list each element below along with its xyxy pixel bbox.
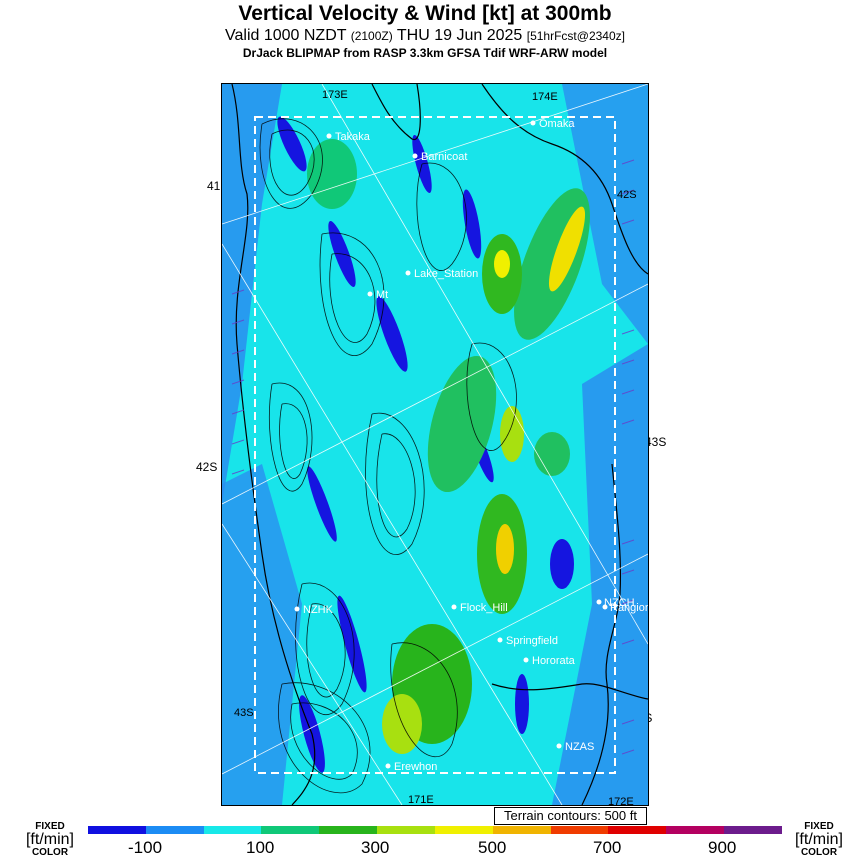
valid-date: THU 19 Jun 2025 bbox=[396, 27, 523, 44]
color-swatch bbox=[319, 826, 378, 834]
scale-tick-label: 900 bbox=[708, 838, 737, 857]
model-description: DrJack BLIPMAP from RASP 3.3km GFSA Tdif… bbox=[242, 46, 608, 60]
place-hororata: Hororata bbox=[532, 655, 576, 667]
color-scale-bar bbox=[88, 826, 782, 834]
unit-label-right: FIXED [ft/min] COLOR bbox=[788, 822, 850, 858]
valid-time: Valid 1000 NZDT (2100Z) THU 19 Jun 2025 … bbox=[0, 27, 850, 45]
scale-tick-label: 700 bbox=[593, 838, 622, 857]
color-swatch bbox=[434, 826, 493, 834]
lon-label-172e: 172E bbox=[608, 796, 634, 805]
color-swatch bbox=[666, 826, 725, 834]
lon-label-173e: 173E bbox=[322, 89, 348, 101]
color-swatch bbox=[608, 826, 667, 834]
lat-label-43s-right: 43S bbox=[645, 435, 667, 449]
forecast-info: [51hrFcst@2340z] bbox=[526, 29, 625, 43]
color-swatch bbox=[724, 826, 782, 834]
chart-title: Vertical Velocity & Wind [kt] at 300mb bbox=[238, 2, 612, 25]
place-lake-station: Lake_Station bbox=[414, 268, 478, 280]
place-barnicoat: Barnicoat bbox=[421, 151, 467, 163]
unit-top: FIXED bbox=[804, 821, 834, 832]
place-takaka: Takaka bbox=[335, 131, 371, 143]
lat-label-42s-left: 42S bbox=[196, 460, 218, 474]
place-nzas: NZAS bbox=[565, 741, 594, 753]
terrain-contours-note: Terrain contours: 500 ft bbox=[494, 807, 647, 825]
map-canvas: 173E 174E 42S 43S 171E 172E Takaka Omaka… bbox=[222, 84, 648, 805]
scale-tick-label: 100 bbox=[246, 838, 275, 857]
scale-tick-label: -100 bbox=[128, 838, 163, 857]
color-swatch bbox=[145, 826, 204, 834]
lon-label-174e: 174E bbox=[532, 91, 558, 103]
place-omaka: Omaka bbox=[539, 118, 575, 130]
valid-prefix: Valid 1000 NZDT bbox=[225, 27, 347, 44]
place-rangiora: Rangiora bbox=[610, 602, 648, 614]
color-swatch bbox=[88, 826, 146, 834]
color-swatch bbox=[203, 826, 262, 834]
unit-mid: [ft/min] bbox=[25, 831, 74, 848]
place-springfield: Springfield bbox=[506, 635, 558, 647]
valid-utc: (2100Z) bbox=[350, 29, 393, 43]
lat-label-43s-left: 43S bbox=[234, 707, 254, 719]
place-nzhk: NZHK bbox=[303, 604, 334, 616]
color-swatch bbox=[550, 826, 609, 834]
place-erewhon: Erewhon bbox=[394, 761, 437, 773]
place-mt: Mt bbox=[376, 289, 388, 301]
scale-tick-label: 300 bbox=[361, 838, 390, 857]
place-nzch: NZCH bbox=[604, 597, 635, 609]
color-swatch bbox=[261, 826, 320, 834]
place-flock-hill: Flock_Hill bbox=[460, 602, 508, 614]
unit-label-left: FIXED [ft/min] COLOR bbox=[14, 822, 86, 858]
scale-tick-label: 500 bbox=[478, 838, 507, 857]
color-swatch bbox=[377, 826, 435, 834]
unit-mid: [ft/min] bbox=[794, 831, 843, 848]
unit-bottom: COLOR bbox=[31, 847, 69, 858]
lon-label-171e: 171E bbox=[408, 794, 434, 805]
color-swatch bbox=[492, 826, 551, 834]
lat-label-42s-right: 42S bbox=[617, 189, 637, 201]
weather-map[interactable]: 173E 174E 42S 43S 171E 172E Takaka Omaka… bbox=[221, 83, 649, 806]
unit-top: FIXED bbox=[35, 821, 65, 832]
unit-bottom: COLOR bbox=[800, 847, 838, 858]
